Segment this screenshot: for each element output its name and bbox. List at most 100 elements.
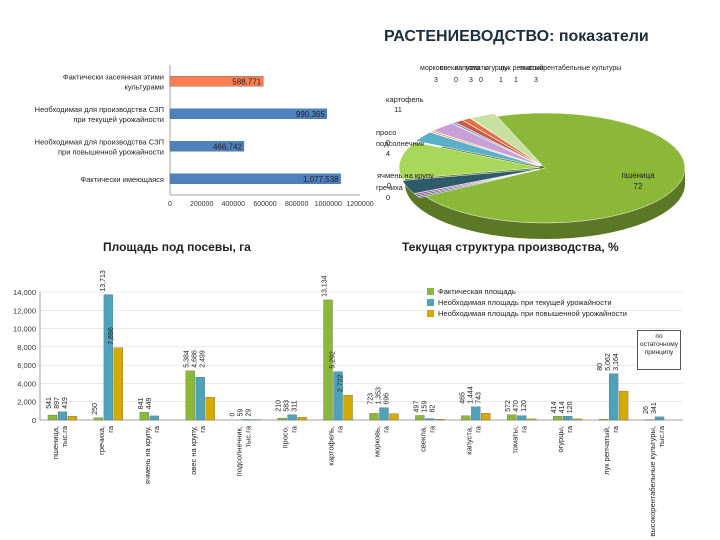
column-bar — [379, 407, 389, 421]
column-bar — [461, 415, 471, 421]
pie-chart-title: Текущая структура производства, % — [402, 240, 619, 254]
column-value-label: 311 — [292, 400, 299, 411]
pie-slice-label: морковь — [420, 65, 447, 72]
column-value-label: 541 — [46, 397, 53, 409]
column-value-label: 13,134 — [322, 275, 329, 297]
category-label: томаты, — [510, 426, 519, 454]
column-value-label: 897 — [54, 397, 61, 409]
column-bar — [93, 417, 104, 421]
x-tick-label: 0 — [168, 201, 172, 208]
category-label: при повышенной урожайности — [58, 147, 164, 156]
column-value-label: 7,896 — [108, 327, 115, 345]
legend-label: Фактическая площадь — [438, 287, 516, 296]
column-value-label: 250 — [92, 403, 99, 415]
x-tick-label: 1000000 — [315, 201, 342, 208]
x-tick-label: 800000 — [285, 201, 308, 208]
x-tick-label: 600000 — [253, 201, 276, 208]
pie-value-label: 0 — [387, 181, 391, 190]
category-label: тыс.га — [60, 425, 69, 447]
column-value-label: 2,499 — [200, 350, 207, 368]
column-value-label: 743 — [475, 392, 482, 404]
column-value-label: 465 — [459, 392, 466, 404]
pie-slice-label: капуста — [455, 65, 480, 72]
pie-slice-8 — [432, 123, 541, 167]
pie-slice-label: свекла — [440, 65, 462, 72]
column-bar — [573, 418, 583, 421]
column-bar — [333, 371, 343, 421]
category-label: тыс.га — [244, 425, 253, 447]
column-bar — [47, 414, 58, 421]
column-value-label: 414 — [559, 401, 566, 413]
pie-value-label: 0 — [479, 77, 483, 84]
category-label: овес на крупу, — [189, 426, 198, 475]
pie-slice-label: огурцы — [485, 65, 508, 72]
pie-slice-12 — [469, 113, 543, 166]
pie-value-label: 3 — [469, 77, 473, 84]
category-label: огурцы, — [556, 426, 565, 453]
x-tick-label: 400000 — [222, 201, 245, 208]
column-value-label: 0 — [230, 412, 237, 416]
pie-value-label: 11 — [394, 105, 402, 114]
category-label: гречиха, — [97, 426, 106, 455]
column-bar — [507, 414, 517, 421]
pie-slice-label: просо — [376, 128, 396, 137]
pie-value-label: 0 — [386, 138, 390, 147]
column-bar — [195, 377, 205, 421]
column-value-label: 583 — [284, 400, 291, 412]
bar-value-label: 990,365 — [296, 110, 325, 119]
column-value-label: 449 — [146, 398, 153, 410]
column-value-label: 29 — [246, 409, 253, 417]
pie-slice-0 — [424, 112, 686, 224]
category-label: при текущей урожайности — [73, 115, 164, 124]
y-tick-label: 6,000 — [17, 361, 36, 370]
pie-value-label: 4 — [386, 149, 390, 158]
column-value-label: 80 — [597, 363, 604, 371]
bar-2 — [169, 141, 245, 152]
column-bar — [113, 347, 124, 421]
column-value-label: 159 — [421, 401, 428, 413]
column-value-label: 5,062 — [605, 353, 612, 371]
category-label: морковь, — [372, 426, 381, 457]
category-label: га — [290, 425, 299, 433]
bar-value-label: 466,742 — [213, 142, 242, 151]
column-bar — [287, 414, 297, 421]
column-bar — [185, 370, 195, 421]
legend-swatch — [427, 310, 434, 317]
pie-value-label: 1 — [514, 77, 518, 84]
column-bar — [369, 413, 379, 421]
y-tick-label: 14,000 — [13, 288, 36, 297]
x-tick-label: 1200000 — [346, 201, 373, 208]
category-label: га — [152, 425, 161, 433]
pie-value-label: 72 — [634, 182, 643, 191]
column-value-label: 419 — [62, 397, 69, 409]
pie-slice-4 — [402, 168, 540, 194]
pie-slice-label: пшеница — [621, 171, 655, 180]
column-value-label: 572 — [505, 400, 512, 412]
category-label: высокорентабельные культуры, — [648, 426, 657, 537]
column-value-label: 13,713 — [100, 270, 107, 292]
column-bar — [481, 413, 491, 421]
pie-value-label: 0 — [454, 77, 458, 84]
main-title: РАСТЕНИЕВОДСТВО: показатели — [384, 28, 649, 45]
legend-item-current: Необходимая площадь при текущей урожайно… — [427, 297, 627, 308]
column-bar — [608, 373, 619, 421]
category-label: лук репчатый, — [602, 426, 611, 475]
category-label: подсолнечник, — [235, 426, 244, 476]
bar-value-label: 588,771 — [232, 77, 261, 86]
pie-slice-5 — [398, 141, 540, 180]
column-value-label: 341 — [651, 402, 658, 414]
column-bar — [241, 419, 251, 421]
category-label: га — [611, 425, 620, 433]
category-label: га — [565, 425, 574, 433]
pie-slice-label: ячмень на крупу — [377, 171, 434, 180]
column-bar — [553, 416, 563, 421]
pie-value-label: 3 — [434, 77, 438, 84]
column-value-label: 5,292 — [330, 351, 337, 369]
column-bar — [654, 416, 665, 421]
pie-slice-label: томаты — [465, 65, 489, 72]
column-value-label: 82 — [429, 405, 436, 413]
column-bar — [297, 417, 307, 421]
column-value-label: 470 — [513, 400, 520, 412]
column-value-label: 120 — [567, 401, 574, 413]
